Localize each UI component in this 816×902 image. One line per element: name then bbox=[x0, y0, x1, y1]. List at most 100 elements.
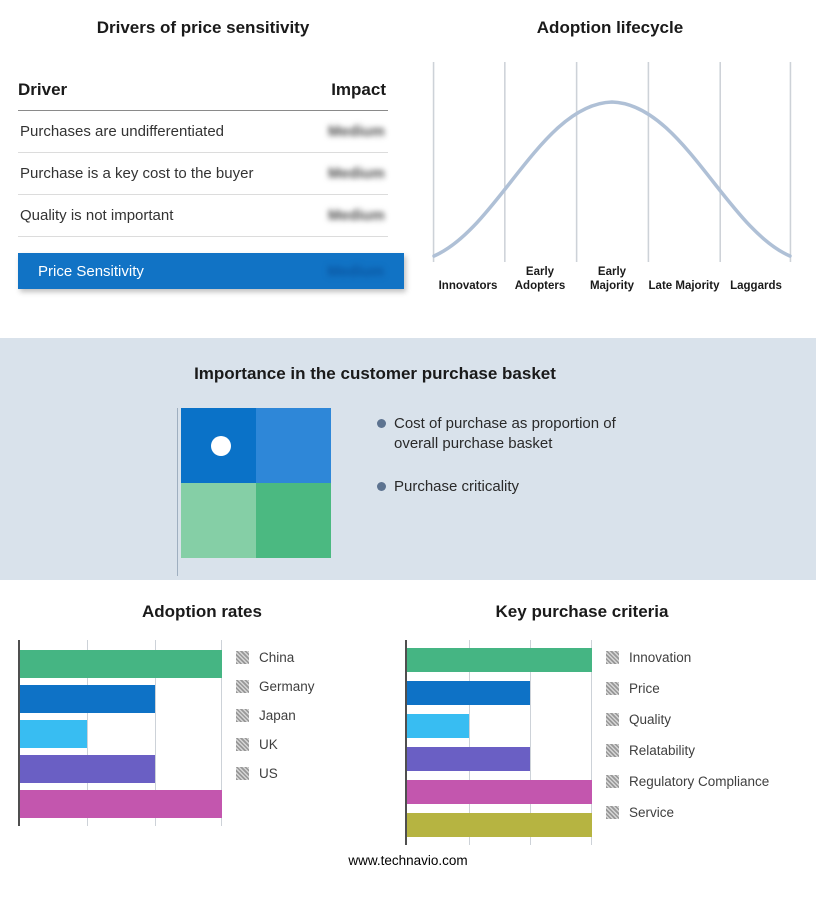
purchase-basket-quadrant bbox=[177, 408, 331, 576]
drivers-title: Drivers of price sensitivity bbox=[96, 18, 310, 37]
adoption-rates-plot bbox=[18, 640, 222, 826]
legend-label: Innovation bbox=[629, 650, 692, 665]
lifecycle-stage-labels: Innovators Early Adopters Early Majority La… bbox=[432, 264, 792, 294]
lifecycle-panel: Adoption lifecycle Innovators Early Adopt… bbox=[404, 0, 816, 338]
quadrant-cell-bottom-left bbox=[181, 483, 256, 558]
adoption-rates-legend: China Germany Japan UK US bbox=[236, 650, 315, 795]
lifecycle-title: Adoption lifecycle bbox=[536, 18, 684, 37]
legend-item-service: Service bbox=[606, 805, 769, 820]
legend-swatch bbox=[606, 682, 619, 695]
bar-price bbox=[407, 681, 531, 705]
legend-swatch bbox=[606, 744, 619, 757]
legend-label: Germany bbox=[259, 679, 315, 694]
key-purchase-criteria-chart: Innovation Price Quality Relatability Regula… bbox=[404, 640, 816, 845]
basket-section: Importance in the customer purchase bask… bbox=[0, 338, 816, 580]
legend-swatch bbox=[606, 806, 619, 819]
basket-bullet: Cost of purchase as proportion of overal… bbox=[377, 414, 632, 453]
legend-item-japan: Japan bbox=[236, 708, 315, 723]
price-sensitivity-row: Price Sensitivity Medium bbox=[18, 253, 404, 289]
driver-cell: Purchase is a key cost to the buyer bbox=[20, 165, 254, 182]
drivers-table-body: Purchases are undifferentiated Medium Purc… bbox=[18, 111, 388, 237]
bar-china bbox=[20, 650, 222, 678]
impact-cell: Medium bbox=[328, 165, 385, 182]
legend-label: Japan bbox=[259, 708, 296, 723]
gridline bbox=[154, 640, 156, 826]
key-purchase-criteria-plot bbox=[405, 640, 592, 845]
impact-cell: Medium bbox=[328, 207, 385, 224]
price-sensitivity-impact: Medium bbox=[327, 262, 384, 280]
driver-cell: Purchases are undifferentiated bbox=[20, 123, 225, 140]
stage-label: Late Majority bbox=[648, 280, 720, 293]
legend-swatch bbox=[606, 775, 619, 788]
legend-label: Quality bbox=[629, 712, 672, 727]
stage-label: Laggards bbox=[730, 280, 782, 293]
stage-label: Innovators bbox=[438, 280, 498, 293]
lifecycle-chart: Innovators Early Adopters Early Majority La… bbox=[432, 62, 792, 294]
legend-label: Relatability bbox=[629, 743, 696, 758]
bar-service bbox=[407, 813, 592, 837]
key-purchase-criteria-title: Key purchase criteria bbox=[495, 602, 669, 621]
column-driver: Driver bbox=[18, 80, 68, 99]
column-impact: Impact bbox=[331, 80, 386, 99]
basket-bullet-list: Cost of purchase as proportion of overal… bbox=[377, 414, 632, 521]
gridline bbox=[530, 640, 532, 845]
legend-label: US bbox=[259, 766, 278, 781]
legend-swatch bbox=[236, 738, 249, 751]
driver-row: Quality is not important Medium bbox=[18, 195, 388, 237]
basket-title: Importance in the customer purchase bask… bbox=[194, 364, 556, 383]
legend-label: Regulatory Compliance bbox=[629, 774, 770, 789]
adoption-rates-title: Adoption rates bbox=[142, 602, 262, 621]
price-sensitivity-label: Price Sensitivity bbox=[38, 262, 144, 280]
charts-section: Adoption rates Key purchase criteria Chi… bbox=[0, 580, 816, 868]
legend-item-us: US bbox=[236, 766, 315, 781]
gridline bbox=[591, 640, 592, 845]
drivers-table: Driver Impact Purchases are undifferenti… bbox=[18, 80, 404, 289]
bar-uk bbox=[20, 755, 155, 783]
bell-curve-path bbox=[432, 100, 792, 258]
legend-label: UK bbox=[259, 737, 278, 752]
legend-label: China bbox=[259, 650, 295, 665]
impact-cell: Medium bbox=[328, 123, 385, 140]
legend-label: Service bbox=[629, 805, 675, 820]
driver-cell: Quality is not important bbox=[20, 207, 174, 224]
legend-item-germany: Germany bbox=[236, 679, 315, 694]
adoption-rates-chart: China Germany Japan UK US bbox=[0, 640, 404, 845]
legend-swatch bbox=[236, 709, 249, 722]
legend-item-uk: UK bbox=[236, 737, 315, 752]
stage-label: Early Adopters bbox=[514, 266, 566, 293]
driver-row: Purchases are undifferentiated Medium bbox=[18, 111, 388, 153]
legend-swatch bbox=[606, 713, 619, 726]
bar-japan bbox=[20, 720, 88, 748]
gridline bbox=[221, 640, 222, 826]
stage-label: Early Majority bbox=[589, 266, 635, 293]
legend-swatch bbox=[236, 651, 249, 664]
gridline bbox=[87, 640, 89, 826]
gridline bbox=[468, 640, 470, 845]
legend-item-regulatory-compliance: Regulatory Compliance bbox=[606, 774, 769, 789]
bell-curve-svg bbox=[432, 62, 792, 262]
legend-item-china: China bbox=[236, 650, 315, 665]
quadrant-marker-dot bbox=[211, 436, 231, 456]
basket-body: Cost of purchase as proportion of overal… bbox=[0, 408, 816, 576]
quadrant-axis-line bbox=[177, 408, 178, 576]
quadrant-cell-bottom-right bbox=[256, 483, 331, 558]
bar-innovation bbox=[407, 648, 592, 672]
legend-swatch bbox=[236, 680, 249, 693]
drivers-table-header: Driver Impact bbox=[18, 80, 388, 111]
driver-row: Purchase is a key cost to the buyer Mediu… bbox=[18, 153, 388, 195]
legend-swatch bbox=[236, 767, 249, 780]
legend-item-quality: Quality bbox=[606, 712, 769, 727]
legend-label: Price bbox=[629, 681, 660, 696]
bar-regulatory-compliance bbox=[407, 780, 592, 804]
footer-url: www.technavio.com bbox=[348, 853, 468, 868]
legend-item-price: Price bbox=[606, 681, 769, 696]
basket-bullet: Purchase criticality bbox=[377, 477, 632, 497]
top-section: Drivers of price sensitivity Driver Impa… bbox=[0, 0, 816, 338]
bar-relatability bbox=[407, 747, 531, 771]
legend-item-relatability: Relatability bbox=[606, 743, 769, 758]
bar-us bbox=[20, 790, 222, 818]
quadrant-cell-top-right bbox=[256, 408, 331, 483]
key-purchase-criteria-legend: Innovation Price Quality Relatability Regula… bbox=[606, 650, 769, 836]
legend-item-innovation: Innovation bbox=[606, 650, 769, 665]
